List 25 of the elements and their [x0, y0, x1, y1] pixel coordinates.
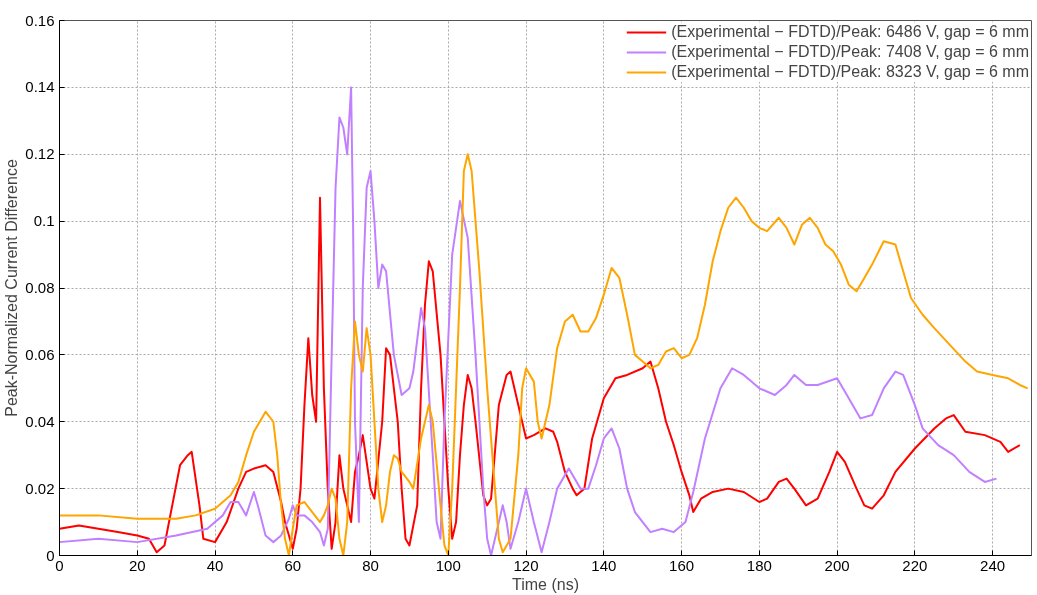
x-tick-label: 120: [513, 556, 539, 574]
y-axis-title: Peak-Normalized Current Difference: [3, 159, 21, 417]
x-tick-label: 160: [669, 556, 695, 574]
y-tick-label: 0.04: [25, 412, 55, 430]
x-tick-label: 180: [746, 556, 772, 574]
y-tick-label: 0.06: [25, 345, 55, 363]
y-tick-label: 0.1: [33, 212, 55, 230]
x-tick-label: 240: [980, 556, 1006, 574]
y-tick-label: 0.12: [25, 145, 55, 163]
x-axis-title: Time (ns): [512, 575, 579, 593]
x-tick-label: 220: [902, 556, 928, 574]
legend-label: (Experimental − FDTD)/Peak: 7408 V, gap = 6 mm: [671, 43, 1029, 61]
y-tick-label: 0.02: [25, 479, 55, 497]
x-tick-label: 20: [128, 556, 146, 574]
x-tick-label: 60: [284, 556, 302, 574]
x-tick-label: 40: [206, 556, 224, 574]
x-tick-label: 80: [362, 556, 379, 574]
x-tick-label: 140: [591, 556, 617, 574]
x-tick-label: 100: [435, 556, 461, 574]
y-tick-label: 0.16: [25, 11, 55, 29]
y-tick-label: 0.14: [25, 78, 55, 96]
y-tick-label: 0.08: [25, 279, 55, 296]
legend-label: (Experimental − FDTD)/Peak: 8323 V, gap = 6 mm: [671, 63, 1029, 81]
x-tick-label: 200: [824, 556, 850, 574]
legend-label: (Experimental − FDTD)/Peak: 6486 V, gap = 6 mm: [671, 23, 1029, 41]
